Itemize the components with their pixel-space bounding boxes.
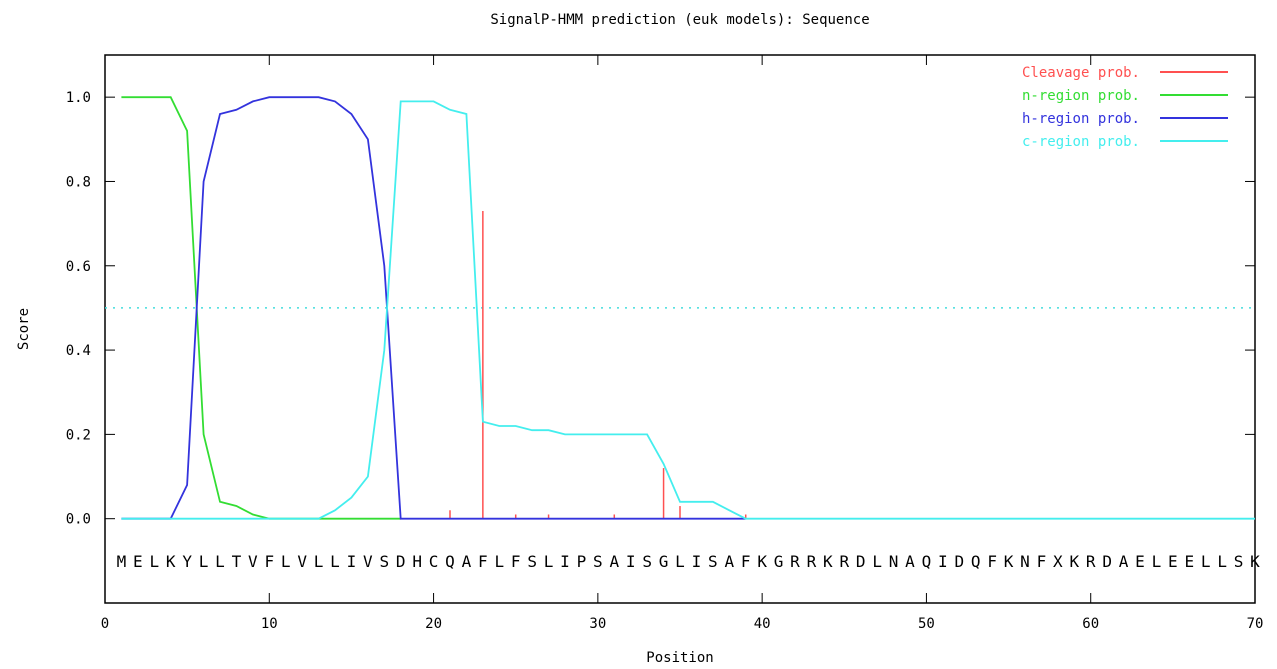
sequence-residue: S <box>527 552 537 571</box>
sequence-residue: D <box>954 552 964 571</box>
sequence-residue: E <box>1135 552 1145 571</box>
y-tick-label: 0.6 <box>66 259 91 275</box>
sequence-residue: D <box>396 552 406 571</box>
sequence-residue: Y <box>182 552 192 571</box>
sequence-residue: V <box>297 552 307 571</box>
legend-label: h-region prob. <box>1022 111 1140 127</box>
sequence-residue: S <box>593 552 603 571</box>
sequence-residue: P <box>577 552 587 571</box>
sequence-residue: V <box>248 552 258 571</box>
sequence-residue: L <box>1217 552 1227 571</box>
sequence-residue: K <box>1250 552 1260 571</box>
sequence-residue: R <box>1086 552 1096 571</box>
sequence-residue: R <box>807 552 817 571</box>
sequence-residue: L <box>330 552 340 571</box>
sequence-residue: K <box>1069 552 1079 571</box>
n-region-line <box>121 96 401 520</box>
sequence-residue: L <box>1152 552 1162 571</box>
sequence-residue: L <box>149 552 159 571</box>
sequence-residue: L <box>872 552 882 571</box>
y-axis-label: Score <box>16 308 32 350</box>
y-tick-label: 0.2 <box>66 427 91 443</box>
y-tick-label: 0.8 <box>66 174 91 190</box>
sequence-residue: G <box>774 552 784 571</box>
sequence-residue: K <box>166 552 176 571</box>
y-tick-label: 1.0 <box>66 90 91 106</box>
sequence-residue: K <box>1004 552 1014 571</box>
legend: Cleavage prob. n-region prob. h-region pro… <box>1022 65 1228 150</box>
sequence-residue: I <box>938 552 948 571</box>
sequence-residue: S <box>642 552 652 571</box>
sequence-residue: D <box>1102 552 1112 571</box>
sequence-residue: L <box>494 552 504 571</box>
sequence-residue: D <box>856 552 866 571</box>
sequence-residue: Q <box>922 552 932 571</box>
plot-frame <box>104 54 1256 604</box>
sequence-residue: I <box>626 552 636 571</box>
x-tick-label: 40 <box>754 616 771 632</box>
sequence-residue: S <box>1234 552 1244 571</box>
sequence-residue: T <box>232 552 242 571</box>
sequence-residue: I <box>347 552 357 571</box>
sequence-residue: R <box>839 552 849 571</box>
sequence-residue: L <box>281 552 291 571</box>
sequence-residue: E <box>133 552 143 571</box>
y-tick-label: 0.0 <box>66 512 91 528</box>
sequence-residue: L <box>1201 552 1211 571</box>
sequence-residue: A <box>462 552 472 571</box>
sequence-residue: F <box>987 552 997 571</box>
sequence-residue: E <box>1184 552 1194 571</box>
sequence-residue: L <box>314 552 324 571</box>
sequence-residue: L <box>544 552 554 571</box>
sequence-residue: M <box>117 552 127 571</box>
legend-label: Cleavage prob. <box>1022 65 1140 81</box>
x-tick-label: 20 <box>425 616 442 632</box>
x-tick-label: 10 <box>261 616 278 632</box>
sequence-residue: F <box>264 552 274 571</box>
sequence-residue: S <box>379 552 389 571</box>
plot-area: 0.00.20.40.60.81.00 10 20 30 40 50 60 70M E L K Y L L… <box>66 54 1264 632</box>
sequence-residue: F <box>1037 552 1047 571</box>
sequence-residue: F <box>741 552 751 571</box>
sequence-residue: K <box>757 552 767 571</box>
sequence-residue: A <box>905 552 915 571</box>
chart-title: SignalP-HMM prediction (euk models): Seq… <box>490 12 869 28</box>
sequence-residue: G <box>659 552 669 571</box>
x-tick-label: 70 <box>1247 616 1264 632</box>
x-tick-label: 0 <box>101 616 109 632</box>
sequence-residue: I <box>560 552 570 571</box>
sequence-residue: L <box>199 552 209 571</box>
sequence-residue: N <box>889 552 899 571</box>
sequence-residue: F <box>511 552 521 571</box>
sequence-residue: R <box>790 552 800 571</box>
c-region-line <box>121 100 1255 520</box>
sequence-residue: N <box>1020 552 1030 571</box>
h-region-line <box>121 96 746 520</box>
sequence-residue: H <box>412 552 422 571</box>
sequence-residue: C <box>429 552 439 571</box>
sequence-residue: S <box>708 552 718 571</box>
sequence-residue: A <box>609 552 619 571</box>
x-tick-label: 60 <box>1082 616 1099 632</box>
x-tick-label: 50 <box>918 616 935 632</box>
sequence-residue: X <box>1053 552 1063 571</box>
x-axis-label: Position <box>646 650 713 666</box>
sequence-residue: Q <box>971 552 981 571</box>
sequence-residue: F <box>478 552 488 571</box>
sequence-residue: V <box>363 552 373 571</box>
legend-label: c-region prob. <box>1022 134 1140 150</box>
sequence-residue: A <box>1119 552 1129 571</box>
sequence-residue: L <box>215 552 225 571</box>
y-tick-label: 0.4 <box>66 343 91 359</box>
sequence-residue: A <box>724 552 734 571</box>
sequence-residue: I <box>692 552 702 571</box>
sequence-residue: L <box>675 552 685 571</box>
sequence-residue: Q <box>445 552 455 571</box>
sequence-residue: K <box>823 552 833 571</box>
x-tick-label: 30 <box>589 616 606 632</box>
legend-label: n-region prob. <box>1022 88 1140 104</box>
sequence-residue: E <box>1168 552 1178 571</box>
